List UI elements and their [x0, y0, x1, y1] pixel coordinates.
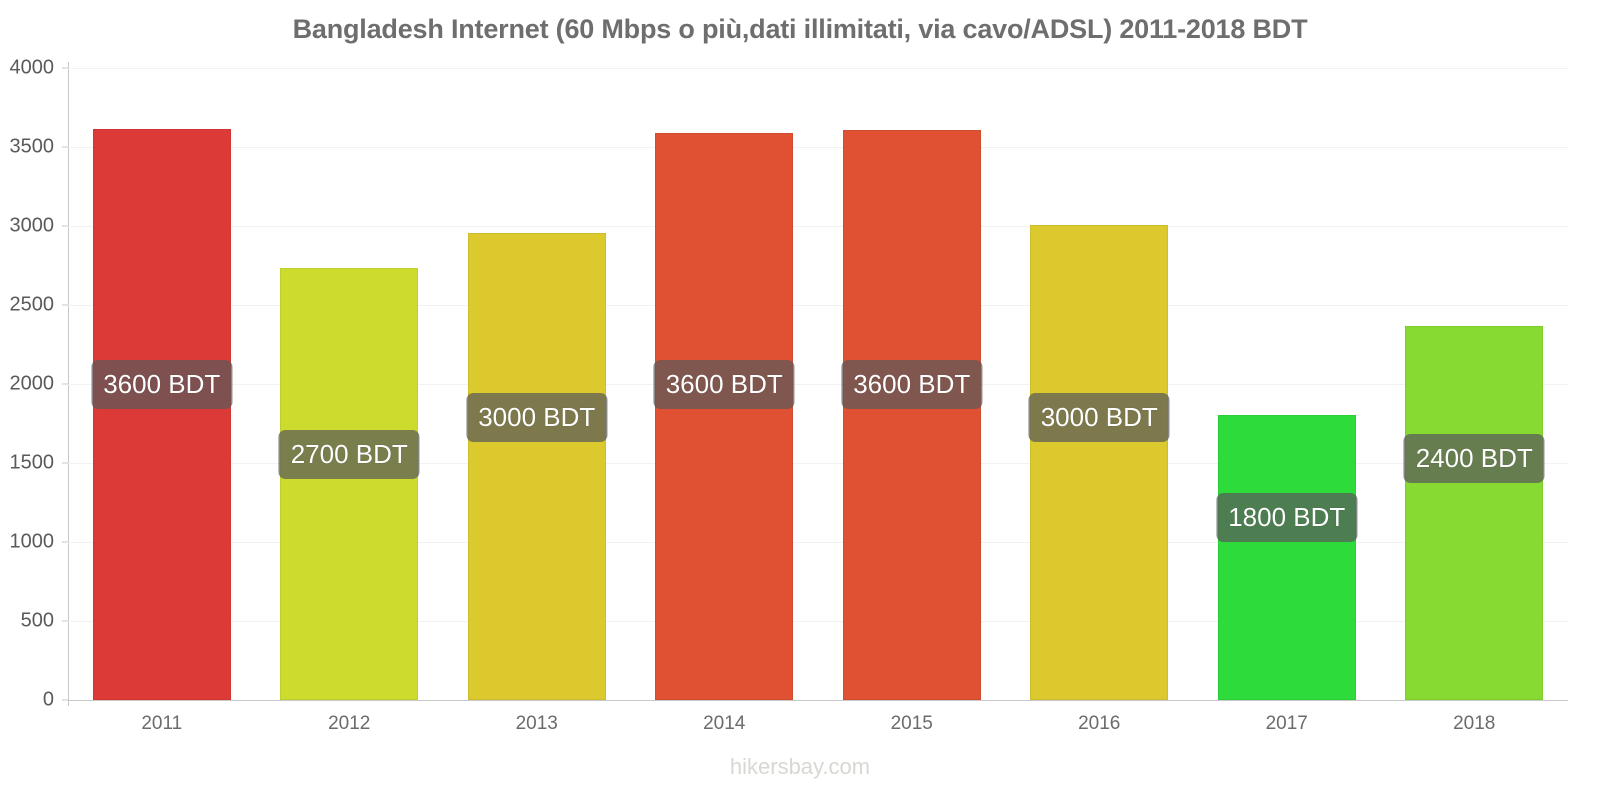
- gridline: [68, 226, 1568, 227]
- value-label-2018: 2400 BDT: [1403, 434, 1545, 484]
- gridline: [68, 463, 1568, 464]
- bar-2017[interactable]: [1217, 414, 1356, 700]
- y-axis-tick-mark: [62, 304, 68, 306]
- gridline: [68, 621, 1568, 622]
- y-axis-tick-label: 500: [20, 609, 54, 632]
- gridline: [68, 305, 1568, 306]
- footer-watermark: hikersbay.com: [729, 754, 871, 779]
- x-axis-tick-label: 2018: [1453, 713, 1496, 734]
- y-axis-tick-label: 1000: [9, 530, 55, 553]
- x-axis-tick-label: 2015: [890, 713, 933, 734]
- bar-2011[interactable]: [92, 128, 231, 700]
- axis-baseline: [68, 700, 1568, 701]
- y-axis-tick-label: 4000: [9, 56, 55, 79]
- y-axis-tick-label: 2000: [9, 372, 55, 395]
- y-axis-tick-mark: [62, 383, 68, 385]
- chart-title: Bangladesh Internet (60 Mbps o più,dati …: [292, 14, 1308, 44]
- bar-2014[interactable]: [655, 132, 794, 700]
- value-label-2014: 3600 BDT: [653, 360, 795, 409]
- x-axis-tick-label: 2017: [1265, 713, 1308, 734]
- value-label-2015: 3600 BDT: [841, 360, 983, 409]
- bar-2016[interactable]: [1030, 225, 1169, 700]
- y-axis-tick-mark: [62, 699, 68, 701]
- gridline: [68, 542, 1568, 543]
- plot-area: [68, 68, 1568, 701]
- y-axis-tick-label: 2500: [9, 293, 55, 316]
- gridline: [68, 384, 1568, 385]
- value-label-2011: 3600 BDT: [91, 360, 233, 409]
- value-label-2013: 3000 BDT: [466, 393, 608, 443]
- value-label-2017: 1800 BDT: [1216, 492, 1358, 542]
- x-axis-tick-label: 2011: [141, 713, 183, 734]
- x-axis-tick-label: 2016: [1078, 713, 1121, 734]
- bar-2015[interactable]: [842, 130, 981, 700]
- y-axis-tick-mark: [62, 541, 68, 543]
- y-axis-tick-mark: [62, 146, 68, 148]
- y-axis-tick-label: 0: [42, 688, 54, 711]
- y-axis-tick-mark: [62, 462, 68, 464]
- y-axis-tick-label: 3500: [9, 135, 55, 158]
- gridline: [68, 68, 1568, 69]
- y-axis-tick-mark: [62, 620, 68, 622]
- gridline: [68, 147, 1568, 148]
- bar-2013[interactable]: [467, 233, 606, 700]
- x-axis-tick-label: 2013: [515, 713, 558, 734]
- x-axis-tick-label: 2014: [703, 713, 746, 734]
- x-axis-tick-label: 2012: [328, 713, 371, 734]
- bar-2012[interactable]: [280, 267, 419, 700]
- y-axis-tick-mark: [62, 225, 68, 227]
- bar-2018[interactable]: [1405, 325, 1544, 700]
- y-axis-tick-label: 3000: [9, 214, 55, 237]
- y-axis-tick-mark: [62, 67, 68, 69]
- value-label-2016: 3000 BDT: [1028, 393, 1170, 443]
- y-axis-tick-label: 1500: [9, 451, 55, 474]
- value-label-2012: 2700 BDT: [278, 429, 420, 479]
